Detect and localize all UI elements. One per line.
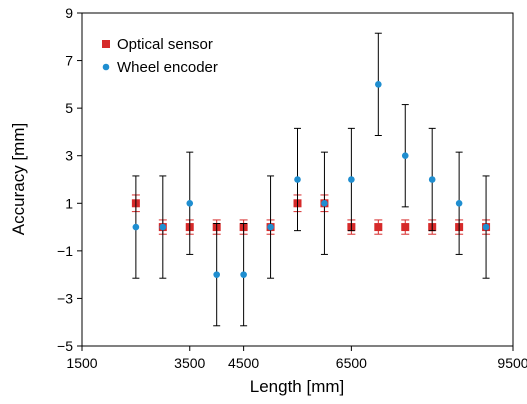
y-tick-label: 5 [65, 100, 73, 116]
series-wheel-encoder [132, 32, 490, 327]
y-tick-label: 7 [65, 53, 73, 69]
x-tick-label: 4500 [228, 355, 259, 371]
data-point-wheel-encoder [294, 176, 301, 183]
y-axis-ticks: −5 −3 −1 1 3 5 7 9 [57, 5, 82, 354]
legend: Optical sensor Wheel encoder [102, 36, 218, 76]
x-axis-title: Length [mm] [250, 377, 345, 396]
data-point-wheel-encoder [267, 223, 274, 231]
x-tick-label: 6500 [336, 355, 367, 371]
data-point-wheel-encoder [186, 199, 194, 207]
x-tick-label: 1500 [66, 355, 97, 371]
data-point-wheel-encoder [455, 199, 463, 207]
legend-marker-wheel-encoder [102, 63, 110, 71]
x-tick-label: 3500 [174, 355, 205, 371]
legend-marker-optical-sensor [102, 40, 110, 48]
data-point-wheel-encoder [401, 152, 409, 160]
y-tick-label: −1 [57, 243, 73, 259]
data-point-wheel-encoder [428, 176, 436, 183]
x-tick-label: 9500 [497, 355, 527, 371]
data-point-wheel-encoder [240, 271, 247, 278]
data-point-wheel-encoder [132, 223, 140, 231]
data-point-optical-sensor [401, 223, 410, 232]
data-point-wheel-encoder [482, 223, 490, 231]
legend-label-wheel-encoder: Wheel encoder [117, 59, 218, 76]
y-axis-title: Accuracy [mm] [9, 123, 28, 235]
data-series [131, 32, 491, 327]
y-tick-label: −3 [57, 290, 73, 306]
data-point-wheel-encoder [348, 176, 355, 183]
series-optical-sensor [131, 194, 491, 235]
legend-label-optical-sensor: Optical sensor [117, 36, 213, 53]
data-point-wheel-encoder [213, 271, 220, 278]
plot-frame [81, 12, 514, 347]
data-point-wheel-encoder [375, 81, 382, 88]
data-point-wheel-encoder [159, 223, 167, 231]
y-tick-label: 3 [65, 148, 73, 164]
data-point-optical-sensor [374, 223, 383, 232]
y-tick-label: −5 [57, 338, 73, 354]
y-tick-label: 1 [65, 195, 73, 211]
data-point-wheel-encoder [321, 199, 328, 207]
x-axis-ticks: 1500 3500 4500 6500 9500 [66, 346, 527, 371]
y-tick-label: 9 [65, 5, 73, 21]
